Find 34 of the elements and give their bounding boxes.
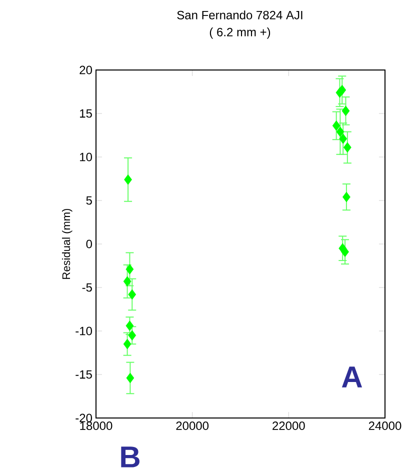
y-tick-label: 0 xyxy=(86,240,92,248)
point xyxy=(332,120,340,131)
point xyxy=(341,246,349,258)
y-tick-label: 20 xyxy=(80,66,92,74)
y-tick-label: -20 xyxy=(76,414,92,422)
x-tick-label: 22000 xyxy=(272,422,305,430)
point xyxy=(128,289,136,300)
y-tick-label: -5 xyxy=(82,283,92,292)
point xyxy=(342,106,350,116)
y-tick-label: 15 xyxy=(80,109,92,118)
y-axis-title: Residual (mm) xyxy=(62,208,72,279)
text: B xyxy=(121,446,140,468)
point xyxy=(128,330,136,341)
point xyxy=(338,84,346,96)
y-tick-label: -15 xyxy=(76,370,92,379)
y-tick-label: 10 xyxy=(80,152,92,162)
point xyxy=(126,264,134,274)
point xyxy=(343,142,352,153)
point xyxy=(123,338,132,350)
point xyxy=(336,126,344,137)
point xyxy=(124,174,132,185)
annotation: A xyxy=(342,366,362,388)
point xyxy=(126,372,134,384)
chart-title: San Fernando 7824 AJI xyxy=(177,10,302,20)
point xyxy=(342,192,350,202)
x-tick-label: 24000 xyxy=(368,422,402,430)
point xyxy=(126,320,134,331)
point xyxy=(123,276,132,287)
y-tick-label: -10 xyxy=(76,326,92,336)
chart-subtitle: ( 6.2 mm +) xyxy=(210,28,270,39)
x-tick-label: 20000 xyxy=(176,422,209,430)
x-tick-label: 18000 xyxy=(80,422,112,430)
point xyxy=(339,134,348,144)
y-tick-label: 5 xyxy=(86,196,92,205)
